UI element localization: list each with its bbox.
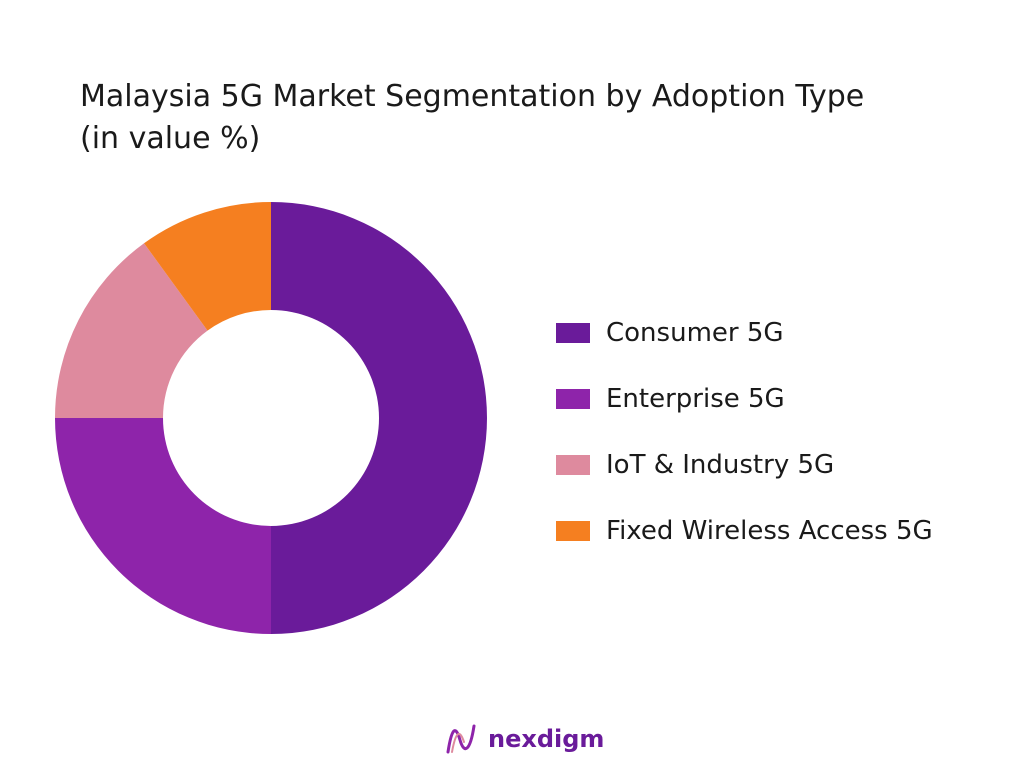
brand-logo: nexdigm <box>444 722 604 756</box>
slice-consumer <box>271 202 487 634</box>
legend-swatch-consumer <box>556 323 590 343</box>
legend-item-consumer: Consumer 5G <box>556 300 933 366</box>
legend-item-iot: IoT & Industry 5G <box>556 432 933 498</box>
slice-iot <box>55 243 208 418</box>
slice-fwa <box>144 202 271 331</box>
nexdigm-logo-icon <box>446 724 476 754</box>
legend: Consumer 5G Enterprise 5G IoT & Industry… <box>556 300 933 564</box>
legend-swatch-iot <box>556 455 590 475</box>
legend-item-fwa: Fixed Wireless Access 5G <box>556 498 933 564</box>
legend-label-enterprise: Enterprise 5G <box>606 384 785 414</box>
chart-title: Malaysia 5G Market Segmentation by Adopt… <box>80 79 865 156</box>
legend-item-enterprise: Enterprise 5G <box>556 366 933 432</box>
legend-swatch-fwa <box>556 521 590 541</box>
brand-name: nexdigm <box>488 725 605 753</box>
legend-label-iot: IoT & Industry 5G <box>606 450 835 480</box>
legend-label-fwa: Fixed Wireless Access 5G <box>606 516 933 546</box>
slice-enterprise <box>55 418 271 634</box>
legend-label-consumer: Consumer 5G <box>606 318 784 348</box>
legend-swatch-enterprise <box>556 389 590 409</box>
